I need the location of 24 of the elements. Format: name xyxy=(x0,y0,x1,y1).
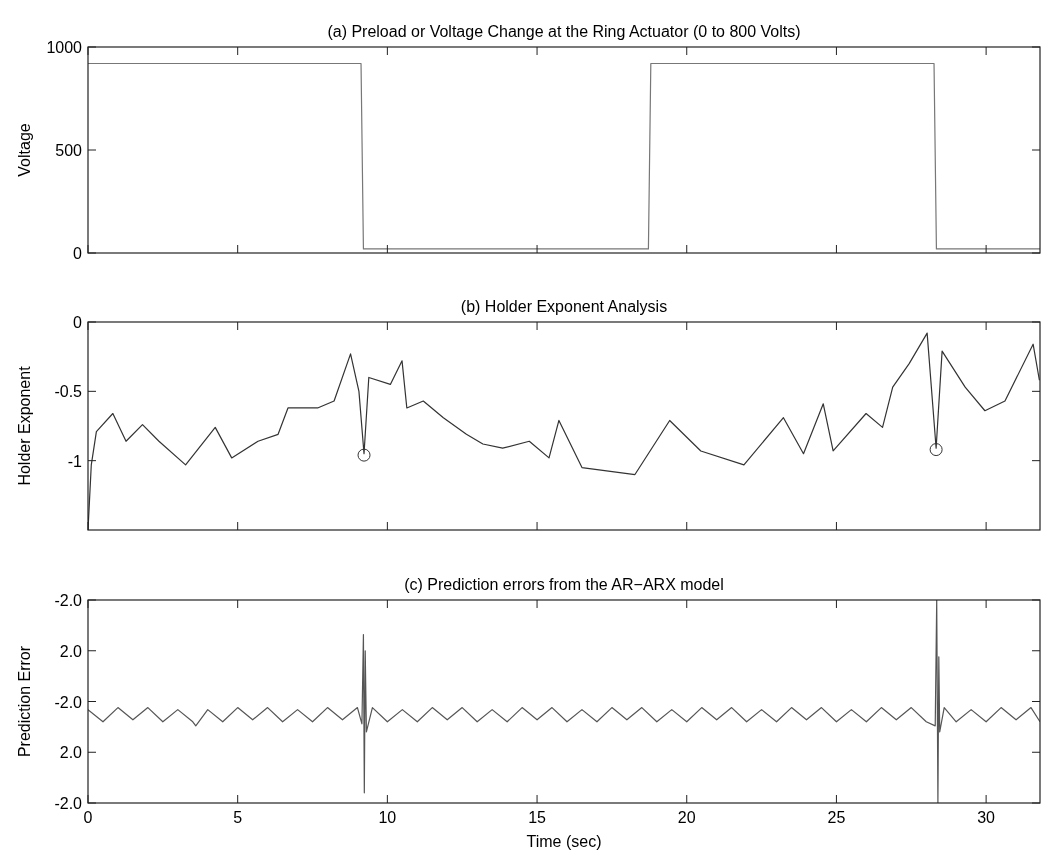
y-tick-label: 500 xyxy=(55,142,83,159)
x-axis-title: Time (sec) xyxy=(526,833,602,850)
text: 2.0 xyxy=(59,744,83,762)
x-tick-label: 30 xyxy=(977,809,996,826)
text: -2.0 xyxy=(54,795,83,812)
text: 2.0 xyxy=(59,642,83,660)
text: -2.0 xyxy=(54,693,83,711)
y-axis-title: Voltage xyxy=(16,123,33,177)
y-axis-title: Prediction Error xyxy=(16,645,33,758)
y-tick-label: -1 xyxy=(67,452,83,470)
x-tick-label: 5 xyxy=(233,809,243,826)
chart-title: (a) Preload or Voltage Change at the Ring Actuator (0 to 800 Volts) xyxy=(327,23,801,40)
x-tick-label: 15 xyxy=(528,809,547,826)
x-tick-label: 25 xyxy=(827,809,846,826)
x-tick-label: 20 xyxy=(677,809,696,826)
y-axis-title: Holder Exponent xyxy=(16,365,33,486)
chart-title: (b) Holder Exponent Analysis xyxy=(460,298,668,315)
y-tick-label: 0 xyxy=(73,314,83,331)
text: -2.0 xyxy=(54,592,83,609)
y-tick-label: 1000 xyxy=(46,39,83,56)
y-tick-label: -0.5 xyxy=(54,383,83,401)
x-tick-label: 10 xyxy=(378,809,397,826)
chart-title: (c) Prediction errors from the AR−ARX model xyxy=(404,576,724,593)
y-tick-label: 0 xyxy=(73,245,83,262)
